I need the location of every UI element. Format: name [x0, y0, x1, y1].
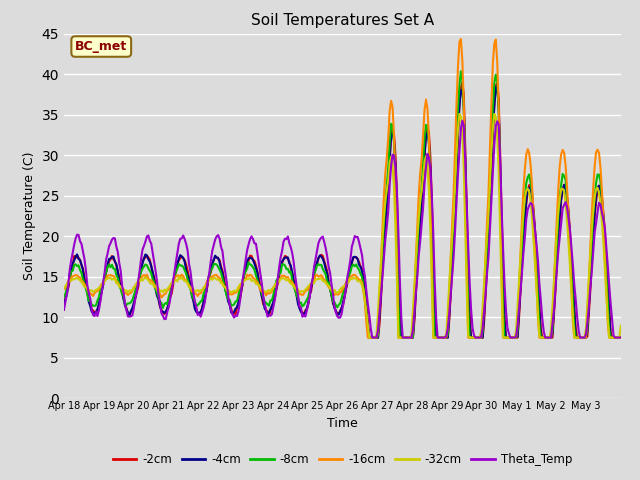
-32cm — [60, 285, 68, 291]
-16cm — [79, 279, 87, 285]
-32cm — [365, 335, 373, 340]
-2cm — [460, 92, 468, 97]
-32cm — [456, 111, 463, 117]
-32cm — [97, 284, 104, 290]
-2cm — [97, 297, 104, 303]
Theta_Temp — [616, 335, 623, 340]
Theta_Temp — [543, 335, 550, 340]
-2cm — [79, 265, 87, 271]
-2cm — [616, 335, 623, 340]
-8cm — [617, 335, 625, 340]
-16cm — [457, 36, 465, 42]
-8cm — [543, 335, 550, 340]
Text: BC_met: BC_met — [75, 40, 127, 53]
-16cm — [543, 335, 550, 340]
-2cm — [367, 335, 374, 340]
Title: Soil Temperatures Set A: Soil Temperatures Set A — [251, 13, 434, 28]
-4cm — [79, 267, 87, 273]
-8cm — [616, 335, 623, 340]
Line: -16cm: -16cm — [64, 39, 621, 337]
-8cm — [97, 287, 104, 292]
-16cm — [617, 335, 625, 340]
-4cm — [60, 302, 68, 308]
-4cm — [346, 264, 354, 270]
Theta_Temp — [617, 335, 625, 340]
-4cm — [97, 293, 104, 299]
Theta_Temp — [458, 118, 466, 123]
X-axis label: Time: Time — [327, 417, 358, 430]
-16cm — [97, 284, 104, 289]
-2cm — [60, 300, 68, 306]
Line: -2cm: -2cm — [64, 82, 621, 337]
-32cm — [616, 335, 623, 340]
-16cm — [460, 101, 468, 107]
-16cm — [346, 274, 354, 280]
-8cm — [79, 276, 87, 282]
-32cm — [460, 166, 468, 172]
Line: -32cm: -32cm — [64, 114, 621, 337]
-4cm — [543, 335, 550, 340]
-32cm — [79, 281, 87, 287]
-4cm — [492, 84, 500, 90]
Line: -8cm: -8cm — [64, 72, 621, 337]
-32cm — [617, 323, 625, 329]
Line: -4cm: -4cm — [64, 87, 621, 337]
-4cm — [616, 335, 623, 340]
-2cm — [617, 335, 625, 340]
Theta_Temp — [346, 257, 354, 263]
-16cm — [616, 335, 623, 340]
-8cm — [365, 335, 373, 340]
Y-axis label: Soil Temperature (C): Soil Temperature (C) — [23, 152, 36, 280]
-8cm — [60, 294, 68, 300]
Theta_Temp — [97, 299, 104, 304]
-2cm — [543, 335, 550, 340]
-4cm — [458, 87, 466, 93]
-16cm — [364, 335, 372, 340]
-4cm — [365, 335, 373, 340]
Theta_Temp — [79, 248, 87, 254]
Theta_Temp — [460, 123, 468, 129]
Legend: -2cm, -4cm, -8cm, -16cm, -32cm, Theta_Temp: -2cm, -4cm, -8cm, -16cm, -32cm, Theta_Te… — [108, 448, 577, 470]
-8cm — [457, 69, 465, 74]
Theta_Temp — [60, 307, 68, 313]
-8cm — [346, 269, 354, 275]
Theta_Temp — [369, 335, 376, 340]
-2cm — [458, 79, 466, 85]
-16cm — [60, 286, 68, 292]
-2cm — [346, 265, 354, 271]
Line: Theta_Temp: Theta_Temp — [64, 120, 621, 337]
-32cm — [543, 335, 550, 340]
-8cm — [460, 108, 468, 113]
-32cm — [346, 276, 354, 281]
-4cm — [617, 335, 625, 340]
